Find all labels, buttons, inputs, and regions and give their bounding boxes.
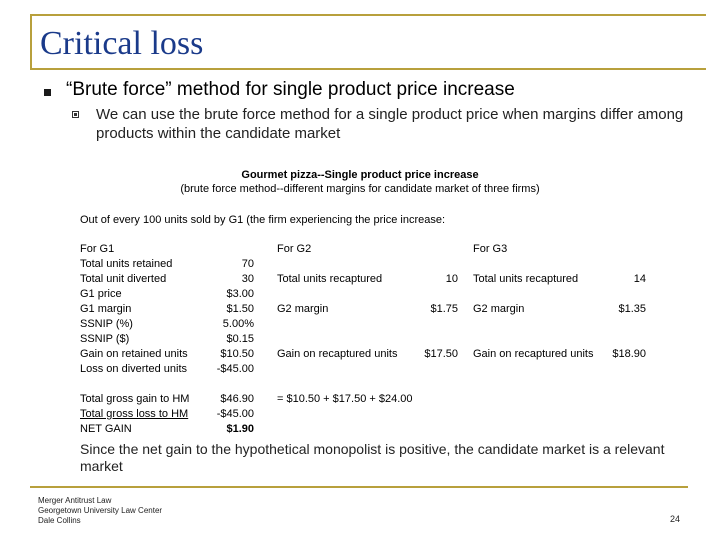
g1-row-label: Gain on retained units [80,348,188,360]
g1-row-value: -$45.00 [216,363,254,375]
footer-line-3: Dale Collins [38,516,81,525]
footer-credits: Merger Antitrust Law Georgetown Universi… [38,496,162,526]
g1-row-value: $1.50 [226,303,254,315]
title-underline-rule [30,68,706,70]
conclusion-text: Since the net gain to the hypothetical m… [80,441,665,474]
g3-recaptured-value: 14 [633,273,646,285]
g3-gain-label: Gain on recaptured units [473,348,594,360]
g2-margin-label: G2 margin [277,303,329,315]
g1-row-label: Total unit diverted [80,273,167,285]
table-subtitle: (brute force method--different margins f… [180,183,540,195]
footer-line-2: Georgetown University Law Center [38,506,163,515]
square-bullet-icon [44,89,51,96]
g1-row-label: Total units retained [80,258,173,270]
g1-row-label: G1 margin [80,303,132,315]
net-gain-value: $1.90 [226,423,254,435]
g1-row-value: 5.00% [222,318,254,330]
g1-row-value: $0.15 [226,333,254,345]
bullet-main: “Brute force” method for single product … [66,79,515,100]
g1-row-value: 70 [241,258,254,270]
gross-loss-label: Total gross loss to HM [80,408,189,420]
g2-gain-value: $17.50 [424,348,458,360]
table-title: Gourmet pizza--Single product price incr… [241,169,479,181]
g1-row-label: Loss on diverted units [80,363,188,375]
gross-loss-value: -$45.00 [216,408,254,420]
g1-row-label: SSNIP (%) [80,318,133,330]
g1-header: For G1 [80,243,115,255]
hollow-square-bullet-icon [72,111,79,118]
g3-recaptured-label: Total units recaptured [473,273,579,285]
g2-gain-label: Gain on recaptured units [277,348,398,360]
g1-row-value: 30 [241,273,254,285]
footer-line-1: Merger Antitrust Law [38,496,112,505]
g2-header: For G2 [277,243,312,255]
frame-top-rule [30,14,706,16]
g3-header: For G3 [473,243,508,255]
slide-title: Critical loss [40,25,204,62]
table-intro: Out of every 100 units sold by G1 (the f… [80,214,446,226]
g3-margin-label: G2 margin [473,303,525,315]
g1-row-value: $3.00 [226,288,254,300]
gross-gain-formula: = $10.50 + $17.50 + $24.00 [277,393,413,405]
gross-gain-label: Total gross gain to HM [80,393,190,405]
g2-recaptured-label: Total units recaptured [277,273,383,285]
g1-row-label: G1 price [80,288,122,300]
bullet-sub: We can use the brute force method for a … [96,106,684,142]
g3-gain-value: $18.90 [612,348,646,360]
net-gain-label: NET GAIN [80,423,132,435]
page-number: 24 [669,514,680,524]
g2-margin-value: $1.75 [430,303,458,315]
g1-row-label: SSNIP ($) [80,333,130,345]
gross-gain-value: $46.90 [220,393,254,405]
g2-recaptured-value: 10 [445,273,458,285]
footer-rule [30,486,688,488]
frame-left-rule [30,14,32,70]
g1-row-value: $10.50 [220,348,254,360]
g3-margin-value: $1.35 [618,303,646,315]
